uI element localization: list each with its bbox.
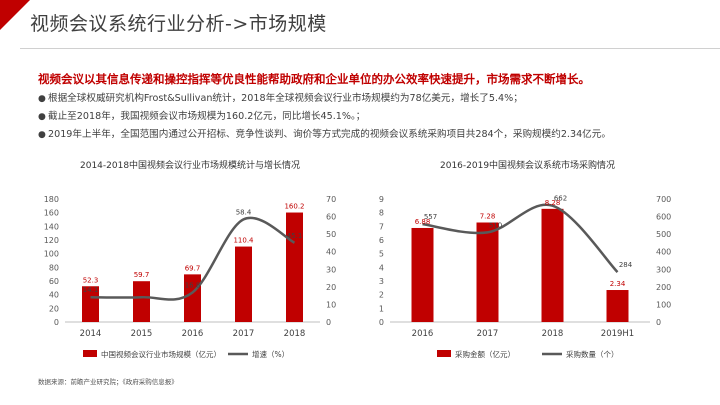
y-right-tick-label: 10 xyxy=(326,300,336,309)
line-data-label: 662 xyxy=(554,195,567,203)
chart-2: 0 1 2 3 4 5 6 7 8 9 0 100 200 300 400 500 600 700 2016 2017… xyxy=(379,195,671,359)
bullet-list: ● 根据全球权威研究机构Frost&Sullivan统计，2018年全球视频会议行… xyxy=(38,90,611,145)
bar-data-label: 110.4 xyxy=(233,237,254,245)
chart-2-title: 2016-2019中国视频会议系统市场采购情况 xyxy=(440,161,616,171)
x-tick-label: 2017 xyxy=(477,329,499,339)
legend-bar-swatch xyxy=(437,350,451,357)
y-left-tick-label: 3 xyxy=(379,277,384,286)
bullet-marker: ● xyxy=(38,112,46,123)
x-tick-label: 2018 xyxy=(542,329,564,339)
y-right-tick-label: 500 xyxy=(656,230,671,239)
bar-data-label: 59.7 xyxy=(134,271,150,279)
y-left-tick-label: 60 xyxy=(49,277,59,286)
x-tick-label: 2019H1 xyxy=(601,329,634,339)
y-right-tick-label: 100 xyxy=(656,300,671,309)
bar-data-label: 6.88 xyxy=(415,218,431,226)
chart-1-title: 2014-2018中国视频会议行业市场规模统计与增长情况 xyxy=(80,161,301,171)
x-tick-label: 2016 xyxy=(412,329,434,339)
y-left-tick-label: 8 xyxy=(379,209,384,218)
bar-data-label: 160.2 xyxy=(284,203,304,211)
line-data-label: 510 xyxy=(489,221,502,229)
y-left-tick-label: 180 xyxy=(44,195,59,204)
bar xyxy=(476,222,499,322)
line-data-label: 557 xyxy=(424,213,437,221)
y-left-tick-label: 0 xyxy=(379,318,384,327)
bar-data-label: 52.3 xyxy=(83,276,99,284)
y-right-tick-label: 50 xyxy=(326,230,336,239)
page-title: 视频会议系统行业分析->市场规模 xyxy=(30,13,327,35)
legend-bar-swatch xyxy=(83,350,97,357)
bar xyxy=(235,246,252,322)
y-left-tick-label: 4 xyxy=(379,263,384,272)
bar-data-label: 69.7 xyxy=(185,264,201,272)
legend-bar-label: 中国视频会议行业市场规模（亿元） xyxy=(101,349,221,359)
y-left-tick-label: 0 xyxy=(54,318,59,327)
legend-line-label: 增速（%） xyxy=(252,349,289,359)
x-tick-label: 2015 xyxy=(131,329,153,339)
bar-data-label: 7.28 xyxy=(480,213,496,221)
y-right-tick-label: 600 xyxy=(656,213,671,222)
bar xyxy=(184,274,201,322)
y-right-tick-label: 700 xyxy=(656,195,671,204)
bar xyxy=(133,281,150,322)
x-tick-label: 2016 xyxy=(182,329,204,339)
line-data-label: 14.1 xyxy=(83,286,99,294)
y-left-tick-label: 6 xyxy=(379,236,384,245)
bar-data-label: 8.28 xyxy=(545,199,561,207)
y-right-tick-label: 30 xyxy=(326,265,336,274)
line-data-label: 16.8 xyxy=(185,281,201,289)
y-left-tick-label: 80 xyxy=(49,263,59,272)
y-left-tick-label: 1 xyxy=(379,304,384,313)
y-left-tick-label: 100 xyxy=(44,250,59,259)
y-left-tick-label: 7 xyxy=(379,222,384,231)
headline: 视频会议以其信息传递和操控指挥等优良性能帮助政府和企业单位的办公效率快速提升，市… xyxy=(38,72,590,86)
bullet-marker: ● xyxy=(38,130,46,141)
line-data-label: 284 xyxy=(619,261,633,269)
bullet-item: ● 根据全球权威研究机构Frost&Sullivan统计，2018年全球视频会议行… xyxy=(38,90,611,108)
legend-bar-label: 采购金额（亿元） xyxy=(455,349,515,359)
bar xyxy=(82,286,99,322)
y-left-tick-label: 40 xyxy=(49,291,59,300)
y-left-tick-label: 20 xyxy=(49,304,59,313)
y-right-tick-label: 40 xyxy=(326,248,336,257)
y-right-tick-label: 60 xyxy=(326,213,336,222)
chart-1: 0 20 40 60 80 100 120 140 160 180 0 10 20 30 40 50 60 70 2… xyxy=(44,195,336,359)
y-right-tick-label: 400 xyxy=(656,248,671,257)
title-divider xyxy=(20,48,720,49)
y-right-tick-label: 70 xyxy=(326,195,336,204)
line-data-label: 58.4 xyxy=(236,208,252,216)
bar xyxy=(606,290,629,322)
y-right-tick-label: 0 xyxy=(326,318,331,327)
bar-data-label: 2.34 xyxy=(610,280,626,288)
bar xyxy=(411,227,434,322)
y-left-tick-label: 9 xyxy=(379,195,384,204)
y-right-tick-label: 0 xyxy=(656,318,661,327)
legend-line-label: 采购数量（个） xyxy=(566,349,619,359)
bullet-text: 2019年上半年，全国范围内通过公开招标、竞争性谈判、询价等方式完成的视频会议系… xyxy=(48,129,611,141)
line-series xyxy=(90,216,296,301)
bar xyxy=(286,212,303,322)
bullet-item: ● 2019年上半年，全国范围内通过公开招标、竞争性谈判、询价等方式完成的视频会议… xyxy=(38,126,611,144)
y-left-tick-label: 160 xyxy=(44,209,59,218)
y-right-tick-label: 300 xyxy=(656,265,671,274)
y-left-tick-label: 5 xyxy=(379,250,384,259)
y-right-tick-label: 200 xyxy=(656,283,671,292)
x-tick-label: 2018 xyxy=(284,329,306,339)
y-left-tick-label: 120 xyxy=(44,236,59,245)
bullet-item: ● 截止至2018年，我国视频会议市场规模为160.2亿元，同比增长45.1%。； xyxy=(38,108,611,126)
corner-accent xyxy=(0,0,30,30)
source-note: 数据来源：前瞻产业研究院；《政府采购信息报》 xyxy=(38,378,178,386)
bar xyxy=(541,208,564,322)
line-series xyxy=(422,203,619,273)
y-right-tick-label: 20 xyxy=(326,283,336,292)
y-left-tick-label: 140 xyxy=(44,222,59,231)
bullet-text: 根据全球权威研究机构Frost&Sullivan统计，2018年全球视频会议行业… xyxy=(48,93,523,104)
x-tick-label: 2017 xyxy=(233,329,255,339)
y-left-tick-label: 2 xyxy=(379,291,384,300)
x-tick-label: 2014 xyxy=(80,329,102,339)
bullet-marker: ● xyxy=(38,94,46,104)
line-data-label: 45.1 xyxy=(287,232,303,240)
bullet-text: 截止至2018年，我国视频会议市场规模为160.2亿元，同比增长45.1%。； xyxy=(48,111,366,123)
